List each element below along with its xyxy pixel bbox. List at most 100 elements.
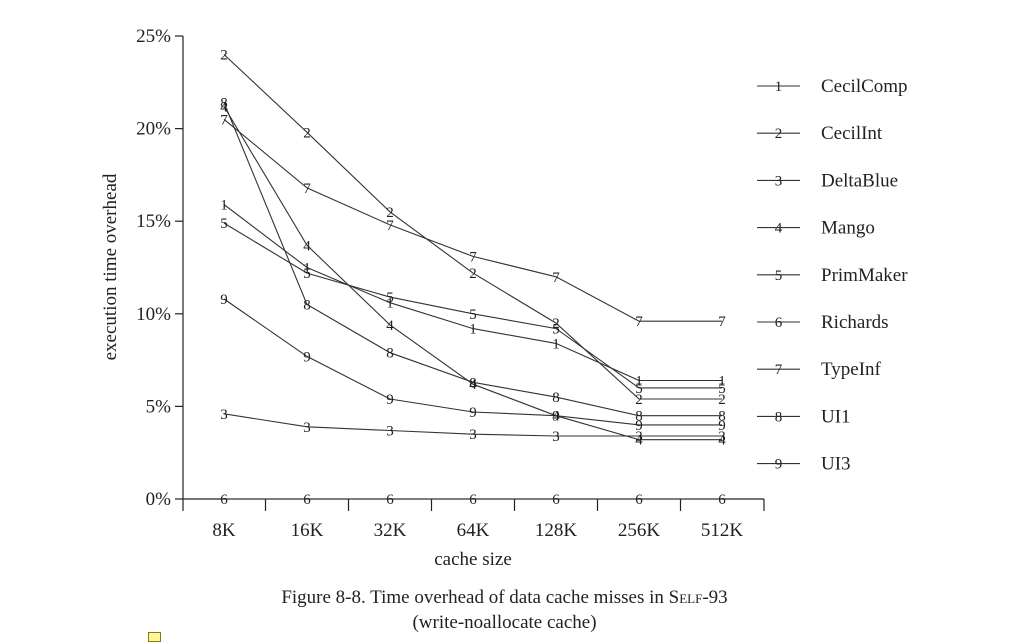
- data-point-marker: 5: [718, 381, 726, 397]
- data-point-marker: 2: [718, 392, 726, 408]
- series-line-ui1: [223, 102, 722, 417]
- data-point-marker: 8: [469, 375, 477, 391]
- legend-marker: 2: [775, 126, 783, 142]
- legend-marker: 1: [775, 79, 783, 95]
- y-tick-label: 10%: [136, 304, 171, 325]
- data-point-marker: 6: [718, 492, 726, 508]
- data-point-marker: 5: [303, 266, 311, 282]
- x-tick-label: 64K: [457, 520, 490, 541]
- data-point-marker: 9: [303, 349, 311, 365]
- data-point-marker: 7: [220, 112, 228, 128]
- data-point-marker: 3: [552, 429, 560, 445]
- legend-label: UI1: [821, 406, 851, 427]
- data-point-marker: 2: [552, 316, 560, 332]
- x-tick-label: 256K: [618, 520, 661, 541]
- data-point-marker: 7: [469, 249, 477, 265]
- series-line-ui3: [223, 298, 722, 426]
- legend-marker: 6: [775, 315, 783, 331]
- y-axis-title: execution time overhead: [100, 173, 121, 360]
- data-point-marker: 1: [220, 198, 228, 214]
- data-point-marker: 3: [635, 429, 643, 445]
- data-point-marker: 4: [386, 318, 394, 334]
- data-point-marker: 4: [718, 433, 726, 449]
- y-tick-label: 20%: [136, 119, 171, 140]
- axes: 0% 5% 10% 15% 20% 25% 8K 16K 32K 64K 128K 256K 512K: [136, 26, 765, 541]
- data-point-marker: 8: [220, 96, 228, 112]
- data-point-marker: 1: [303, 261, 311, 277]
- data-point-marker: 6: [386, 492, 394, 508]
- legend-marker: 3: [775, 173, 783, 189]
- data-point-marker: 5: [469, 307, 477, 323]
- legend-label: Mango: [821, 218, 875, 239]
- caption-prefix: Figure 8-8. Time overhead of data cache …: [281, 587, 669, 608]
- series-line-mango: [223, 106, 722, 441]
- data-point-marker: 7: [635, 314, 643, 330]
- annotation-note-icon[interactable]: [148, 632, 161, 642]
- data-point-marker: 4: [303, 238, 311, 254]
- data-point-marker: 3: [469, 427, 477, 443]
- data-point-marker: 7: [552, 270, 560, 286]
- y-tick-label: 15%: [136, 211, 171, 232]
- legend-marker: 9: [775, 457, 783, 473]
- caption-smallcaps: Self: [668, 587, 703, 608]
- data-point-marker: 3: [303, 420, 311, 436]
- data-point-marker: 5: [220, 216, 228, 232]
- legend-label: PrimMaker: [821, 265, 908, 286]
- y-tick-label: 25%: [136, 26, 171, 47]
- data-point-marker: 6: [552, 492, 560, 508]
- data-point-marker: 5: [635, 381, 643, 397]
- data-point-marker: 4: [469, 377, 477, 393]
- data-point-marker: 3: [718, 429, 726, 445]
- series-line-primmaker: [223, 222, 722, 389]
- caption-suffix: -93: [702, 587, 728, 608]
- data-point-marker: 9: [386, 392, 394, 408]
- data-point-marker: 7: [386, 218, 394, 234]
- x-tick-label: 128K: [535, 520, 578, 541]
- data-point-marker: 5: [552, 322, 560, 338]
- legend-label: CecilInt: [821, 123, 883, 144]
- data-point-marker: 8: [635, 409, 643, 425]
- data-point-marker: 9: [718, 418, 726, 434]
- data-point-marker: 3: [220, 407, 228, 423]
- legend-marker: 7: [775, 362, 783, 378]
- data-point-marker: 4: [220, 99, 228, 115]
- data-point-marker: 9: [635, 418, 643, 434]
- legend-label: TypeInf: [821, 359, 882, 380]
- legend-marker: 4: [775, 221, 783, 237]
- data-point-marker: 8: [303, 298, 311, 314]
- legend-label: UI3: [821, 454, 851, 475]
- data-point-marker: 8: [552, 390, 560, 406]
- x-tick-label: 8K: [212, 520, 236, 541]
- series-lines: [223, 54, 722, 500]
- series-line-typeinf: [223, 118, 722, 322]
- data-point-marker: 2: [635, 392, 643, 408]
- x-tick-label: 16K: [291, 520, 324, 541]
- data-point-marker: 9: [220, 292, 228, 308]
- series-line-cecilint: [223, 54, 722, 400]
- data-point-marker: 6: [635, 492, 643, 508]
- y-tick-label: 0%: [146, 489, 172, 510]
- data-point-marker: 8: [386, 346, 394, 362]
- series-line-deltablue: [223, 413, 722, 437]
- data-point-marker: 1: [386, 296, 394, 312]
- legend-label: DeltaBlue: [821, 170, 898, 191]
- data-point-marker: 6: [220, 492, 228, 508]
- series-line-cecilcomp: [223, 204, 722, 382]
- data-point-marker: 7: [303, 181, 311, 197]
- legend-label: CecilComp: [821, 76, 908, 97]
- data-point-marker: 3: [386, 423, 394, 439]
- data-point-marker: 2: [220, 48, 228, 64]
- data-point-marker: 4: [552, 409, 560, 425]
- data-point-marker: 6: [469, 492, 477, 508]
- x-axis-title: cache size: [434, 549, 512, 570]
- data-point-marker: 2: [386, 205, 394, 221]
- legend: 1 CecilComp 2 CecilInt 3 DeltaBlue 4 Mango 5 Prim…: [757, 76, 908, 475]
- figure-caption-line2: (write-noallocate cache): [412, 612, 597, 633]
- data-point-marker: 1: [635, 373, 643, 389]
- data-point-marker: 4: [635, 433, 643, 449]
- data-point-marker: 9: [552, 409, 560, 425]
- x-tick-label: 512K: [701, 520, 744, 541]
- data-point-marker: 6: [303, 492, 311, 508]
- figure-caption-line1: Figure 8-8. Time overhead of data cache …: [0, 586, 1009, 610]
